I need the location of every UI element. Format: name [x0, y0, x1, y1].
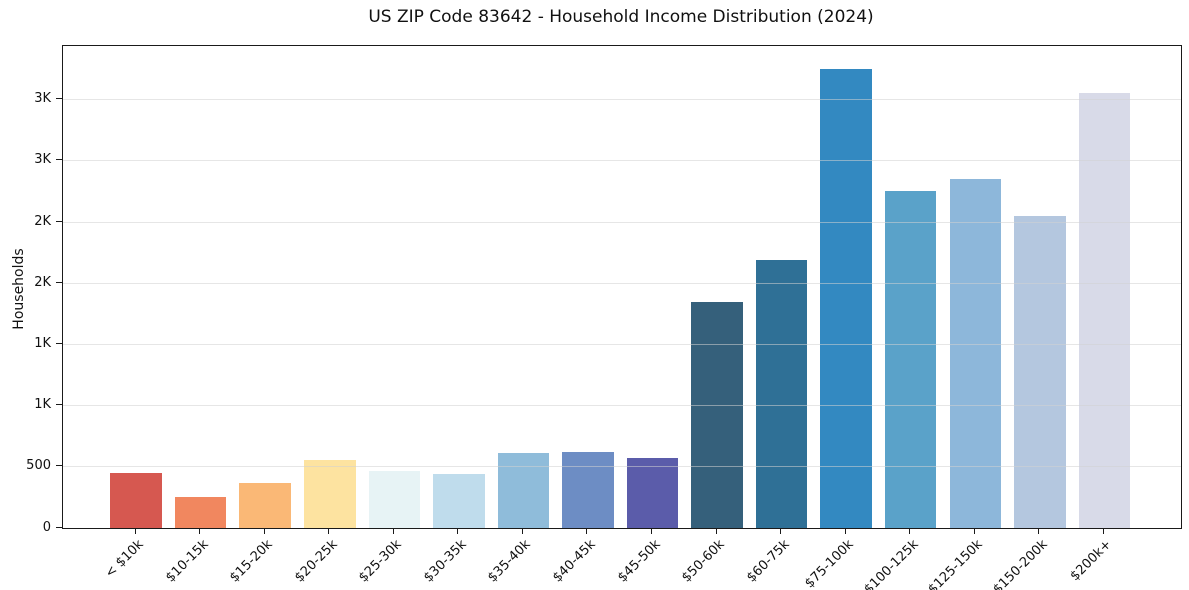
x-tick-label: < $10k — [102, 537, 147, 582]
y-tick-mark — [56, 526, 62, 528]
bar-< $10k — [110, 472, 162, 528]
y-tick-label: 0 — [42, 519, 51, 535]
y-tick-mark — [56, 98, 62, 100]
x-tick-label: $40-45k — [550, 537, 599, 586]
y-tick-label: 3K — [34, 152, 51, 168]
x-tick-mark — [328, 528, 330, 534]
y-tick-mark — [56, 342, 62, 344]
bar-$60-75k — [755, 259, 808, 528]
bar-$20-25k — [304, 460, 356, 528]
y-tick-label: 2K — [34, 213, 51, 229]
y-tick-mark — [56, 404, 62, 406]
x-tick-mark — [263, 528, 265, 534]
x-tick-label: $15-20k — [227, 537, 276, 586]
x-tick-label: $50-60k — [679, 537, 728, 586]
x-tick-mark — [909, 528, 911, 534]
x-tick-label: $200k+ — [1067, 537, 1115, 585]
x-tick-label: $150-200k — [990, 537, 1051, 590]
y-tick-label: 1K — [34, 335, 51, 351]
x-tick-mark — [586, 528, 588, 534]
bar-$125-150k — [949, 179, 1001, 528]
x-tick-label: $30-35k — [420, 537, 470, 586]
x-tick-mark — [134, 528, 136, 534]
bar-$25-30k — [368, 471, 421, 528]
x-tick-mark — [844, 528, 846, 534]
y-tick-mark — [56, 281, 62, 283]
x-tick-label: $125-150k — [925, 537, 986, 590]
bar-$150-200k — [1014, 215, 1066, 528]
y-tick-mark — [56, 159, 62, 161]
bar-$10-15k — [174, 497, 227, 528]
bar-$75-100k — [820, 69, 872, 528]
x-tick-label: $20-25k — [291, 537, 341, 586]
x-tick-mark — [715, 528, 717, 534]
bar-$40-45k — [562, 452, 614, 528]
bar-$35-40k — [497, 453, 550, 528]
x-tick-mark — [392, 528, 394, 534]
bar-$100-125k — [884, 191, 937, 528]
plot-area — [62, 45, 1182, 529]
bar-$50-60k — [691, 301, 743, 528]
y-tick-mark — [56, 465, 62, 467]
y-tick-label: 3K — [34, 91, 51, 107]
x-tick-label: $100-125k — [861, 537, 922, 590]
y-tick-mark — [56, 220, 62, 222]
x-tick-label: $75-100k — [802, 537, 857, 590]
x-tick-label: $60-75k — [743, 537, 793, 586]
gridline-y-1500 — [63, 343, 1181, 345]
x-tick-label: $35-40k — [485, 537, 534, 586]
x-tick-label: $45-50k — [614, 537, 664, 586]
y-tick-label: 1K — [34, 397, 51, 413]
x-tick-mark — [780, 528, 782, 534]
x-tick-label: $25-30k — [356, 537, 405, 586]
gridline-y-3500 — [63, 99, 1181, 101]
x-tick-mark — [521, 528, 523, 534]
x-tick-mark — [1038, 528, 1040, 534]
gridline-y-3000 — [63, 160, 1181, 162]
gridline-y-500 — [63, 466, 1181, 468]
x-tick-mark — [457, 528, 459, 534]
x-tick-mark — [651, 528, 652, 534]
bar-$15-20k — [239, 483, 291, 528]
bar-$200k+ — [1078, 92, 1131, 528]
gridline-y-2000 — [63, 282, 1181, 284]
x-tick-mark — [1102, 528, 1104, 534]
y-axis-label: Households — [11, 248, 27, 330]
chart-title: US ZIP Code 83642 - Household Income Dis… — [368, 7, 874, 27]
bar-$45-50k — [626, 458, 679, 528]
gridline-y-2500 — [63, 221, 1181, 223]
x-tick-mark — [199, 528, 201, 534]
y-tick-label: 500 — [26, 458, 51, 474]
x-tick-label: $10-15k — [162, 537, 212, 586]
x-tick-mark — [973, 528, 975, 534]
gridline-y-1000 — [63, 405, 1181, 407]
y-tick-label: 2K — [34, 274, 51, 290]
bar-$30-35k — [433, 474, 485, 528]
